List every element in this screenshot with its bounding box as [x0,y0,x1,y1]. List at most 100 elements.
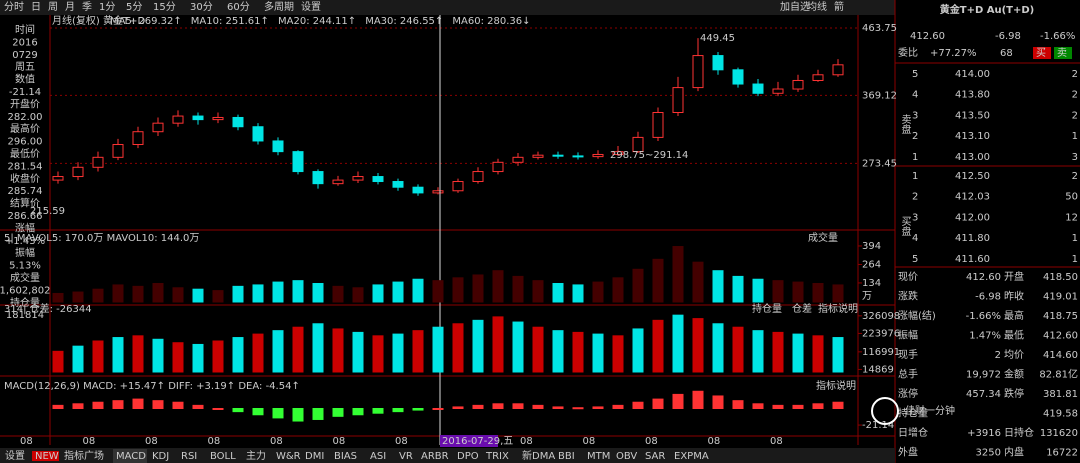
annotation: 215.59 [30,206,65,217]
indicator-tab[interactable]: DMI [305,451,324,462]
macd-bar [92,401,104,410]
candle-body [312,171,324,185]
candle-body [72,166,84,178]
book-level: 3 [912,212,918,223]
indicator-tab[interactable]: ASI [370,451,386,462]
sell-button[interactable]: 卖 [1057,47,1067,59]
indicator-tab[interactable]: 设置 [5,450,25,462]
period-tab[interactable]: 月 [65,1,75,13]
indicator-tab[interactable]: W&R [276,451,301,462]
y-unit: 万 [862,291,872,302]
volume-bar [232,285,244,303]
period-tab[interactable]: 日 [31,2,41,13]
indicator-tab[interactable]: 指标广场 [64,449,104,462]
volume-bar [452,277,464,303]
x-tick-label: 08 [20,436,33,447]
period-tab[interactable]: 季 [82,1,92,13]
position-bar [312,323,324,373]
book-level: 2 [912,131,918,142]
indicator-tab[interactable]: MACD [116,451,146,462]
indicator-tab[interactable]: SAR [645,451,665,462]
panel-header: 314| 仓差: -26344 [4,302,92,315]
indicator-tab[interactable]: 主力 [246,449,266,462]
stat-value: 2 [995,350,1001,361]
macd-bar [52,404,64,410]
panel-button[interactable]: 指标说明 [816,379,856,392]
indicator-tab[interactable]: KDJ [152,451,169,462]
stat-value: +3916 [967,428,1001,439]
period-tab[interactable]: 周 [48,1,58,13]
indicator-tab[interactable]: BOLL [210,451,236,462]
stat-value: 457.34 [966,389,1001,400]
indicator-tab[interactable]: MTM [587,451,610,462]
annotation: 298.75~291.14 [610,150,688,161]
info-item: 0729 [12,50,37,61]
book-level: 3 [912,110,918,121]
position-bar [132,335,144,373]
info-item: +1.43% [5,236,45,247]
candle-body [292,151,304,173]
period-tab[interactable]: 15分 [153,1,176,13]
macd-bar [652,398,664,410]
position-bar [352,331,364,373]
indicator-tab[interactable]: VR [399,451,413,462]
checkbox-label[interactable]: 仓差 [792,302,812,315]
position-bar [192,343,204,373]
buy-button[interactable]: 买 [1036,47,1046,59]
info-item: 成交量 [10,271,40,284]
indicator-tab[interactable]: ARBR [421,451,449,462]
period-tab[interactable]: 30分 [190,1,213,13]
x-tick-label: 08 [583,436,596,447]
indicator-tab[interactable]: DPO [457,451,479,462]
position-bar [292,326,304,373]
macd-bar [812,403,824,409]
period-tab[interactable]: 设置 [301,1,321,13]
info-item: 181814 [6,310,44,321]
period-tab[interactable]: 60分 [227,1,250,13]
book-price: 414.00 [955,69,990,80]
macd-bar [392,408,404,413]
info-item: 结算价 [10,197,40,210]
ma-label: MA60: 280.36↓ [452,16,530,27]
book-level: 4 [912,90,918,101]
ma-label: MA10: 251.61↑ [191,16,269,27]
indicator-tab[interactable]: BBI [558,451,575,462]
position-bar [252,333,264,373]
position-bar [152,338,164,373]
indicator-tab[interactable]: OBV [616,451,637,462]
indicator-tab[interactable]: BIAS [334,451,357,462]
panel-button[interactable]: 指标说明 [818,302,858,315]
quote-title: 黄金T+D Au(T+D) [940,3,1034,16]
book-size: 1 [1072,131,1078,142]
period-tab[interactable]: 1分 [99,1,115,13]
position-bar [532,326,544,373]
toolbar-button[interactable]: 加自选 [780,0,810,13]
indicator-tab[interactable]: 新DMA [522,449,555,462]
panel-button[interactable]: 成交量 [808,231,838,244]
macd-bar [532,404,544,410]
stat-value: 419.01 [1043,292,1078,303]
period-tab[interactable]: 多周期 [264,0,294,13]
candle-body [132,131,144,146]
stat-value: 82.81亿 [1039,368,1078,381]
indicator-tab[interactable]: NEW [35,451,59,462]
checkbox-label[interactable]: 持仓量 [752,302,782,315]
indicator-tab[interactable]: RSI [181,451,197,462]
macd-bar [452,406,464,409]
indicator-tab[interactable]: EXPMA [674,451,709,462]
position-bar [432,326,444,373]
toolbar-button[interactable]: 箭 [834,0,844,13]
macd-bar [492,403,504,409]
volume-bar [192,288,204,303]
position-bar [592,333,604,373]
book-price: 413.10 [955,131,990,142]
toolbar-button[interactable]: 均线 [807,0,827,13]
volume-bar [172,287,184,303]
period-tab[interactable]: 分时 [4,1,24,13]
info-item: 286.66 [8,211,43,222]
candle-body [712,55,724,71]
indicator-tab[interactable]: TRIX [485,451,509,462]
period-tab[interactable]: 5分 [126,1,142,13]
candle-body [372,176,384,183]
candle-body [692,55,704,89]
